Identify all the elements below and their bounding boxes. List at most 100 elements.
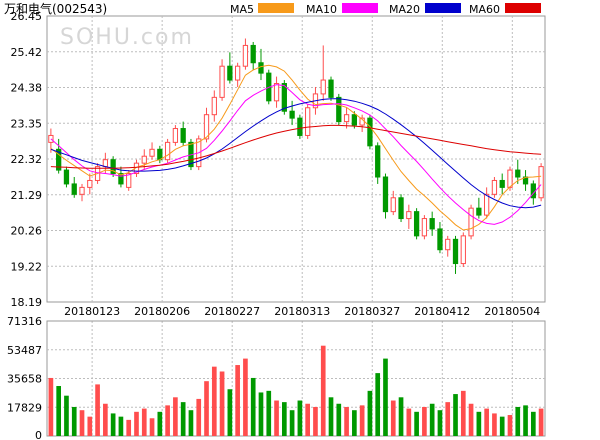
- date-tick-label: 20180123: [64, 305, 120, 318]
- ma-line-ma20: [50, 98, 542, 209]
- candle-body: [219, 65, 225, 98]
- price-tick-label: 25.42: [11, 46, 43, 59]
- candle-body: [281, 83, 287, 112]
- volume-bar: [157, 411, 163, 436]
- volume-bar: [460, 390, 466, 436]
- legend: MA5 MA10 MA20 MA60: [230, 3, 541, 16]
- volume-bar: [367, 390, 373, 436]
- volume-bar: [398, 397, 404, 436]
- volume-tick-label: 71316: [7, 315, 42, 328]
- date-tick-label: 20180504: [484, 305, 540, 318]
- volume-bar: [71, 406, 77, 436]
- volume-bar: [406, 408, 412, 436]
- candle-body: [476, 207, 482, 216]
- candle-body: [460, 235, 466, 265]
- volume-bar: [515, 406, 521, 436]
- candle-body: [499, 179, 505, 188]
- volume-bar: [507, 415, 513, 436]
- ma-line-ma60: [50, 124, 542, 169]
- volume-bar: [414, 411, 419, 436]
- volume-bar: [87, 416, 93, 436]
- volume-tick-label: 0: [35, 429, 42, 440]
- candle-body: [507, 169, 513, 188]
- candle-body: [102, 159, 108, 168]
- ma-line-ma5: [50, 64, 542, 231]
- volume-bar: [211, 366, 217, 436]
- legend-swatch-ma10: [342, 3, 378, 13]
- price-tick-label: 24.38: [11, 82, 43, 95]
- volume-bar: [118, 416, 124, 436]
- volume-bar: [274, 400, 279, 436]
- volume-bar: [110, 413, 116, 436]
- volume-bar: [344, 406, 349, 436]
- candle-body: [491, 179, 498, 195]
- stock-title: 万和电气(002543): [4, 1, 107, 16]
- volume-bar: [328, 397, 334, 436]
- candle-body: [336, 96, 342, 123]
- price-tick-label: 20.26: [11, 225, 43, 238]
- volume-bar: [227, 389, 233, 436]
- price-tick-label: 21.29: [11, 189, 43, 202]
- candle-body: [211, 96, 217, 116]
- candle-body: [343, 114, 350, 123]
- candle-body: [79, 186, 85, 195]
- candle-body: [180, 128, 186, 143]
- volume-bar: [445, 402, 451, 436]
- price-panel: 26.45 25.42 24.38 23.35 22.32 21.29 20.26 19.22…: [11, 10, 546, 436]
- volume-bar: [281, 402, 287, 436]
- volume-tick-label: 35658: [7, 373, 42, 386]
- volume-bar: [266, 390, 272, 436]
- volume-bar: [204, 381, 209, 436]
- candle-body: [351, 114, 357, 126]
- date-tick-label: 20180206: [134, 305, 190, 318]
- volume-bar: [422, 406, 427, 436]
- volume-bar: [165, 405, 170, 436]
- candle-body: [258, 62, 264, 74]
- candle-body: [87, 179, 93, 188]
- date-tick-label: 20180327: [344, 305, 400, 318]
- candle-body: [164, 141, 171, 161]
- legend-label-ma60: MA60: [469, 3, 500, 16]
- candle-body: [242, 44, 249, 67]
- volume-bar: [538, 408, 544, 436]
- candle-body: [63, 169, 70, 185]
- volume-bar: [499, 416, 505, 436]
- candle-body: [538, 166, 544, 199]
- candle-body: [398, 197, 404, 220]
- legend-label-ma20: MA20: [389, 3, 420, 16]
- candle-body: [110, 159, 116, 175]
- volume-bar: [530, 411, 536, 436]
- volume-bar: [219, 371, 225, 436]
- volume-bar: [476, 411, 482, 436]
- candle-body: [445, 238, 451, 251]
- price-tick-label: 22.32: [11, 153, 43, 166]
- candle-body: [406, 211, 412, 220]
- candle-body: [172, 128, 179, 143]
- candle-body: [452, 238, 459, 265]
- candle-body: [421, 218, 428, 237]
- candle-body: [468, 207, 474, 237]
- volume-bar: [453, 394, 458, 436]
- volume-bar: [352, 410, 357, 436]
- volume-bar: [313, 406, 318, 436]
- watermark-text: SOHU.com: [60, 25, 194, 50]
- volume-bar: [126, 419, 132, 436]
- candle-body: [203, 114, 210, 140]
- candle-body: [71, 183, 77, 195]
- volume-bar: [141, 408, 147, 436]
- volume-bar: [390, 400, 396, 436]
- volume-bar: [95, 384, 100, 436]
- volume-bar: [305, 403, 311, 436]
- volume-bar: [336, 403, 342, 436]
- volume-bar: [297, 400, 303, 436]
- candle-body: [141, 155, 147, 164]
- candle-body: [328, 79, 334, 98]
- legend-swatch-ma20: [425, 3, 461, 13]
- legend-label-ma5: MA5: [230, 3, 254, 16]
- volume-bar: [79, 410, 85, 436]
- candle-body: [429, 218, 435, 230]
- volume-bar: [243, 358, 248, 436]
- candle-body: [126, 173, 132, 188]
- candle-body: [56, 148, 62, 171]
